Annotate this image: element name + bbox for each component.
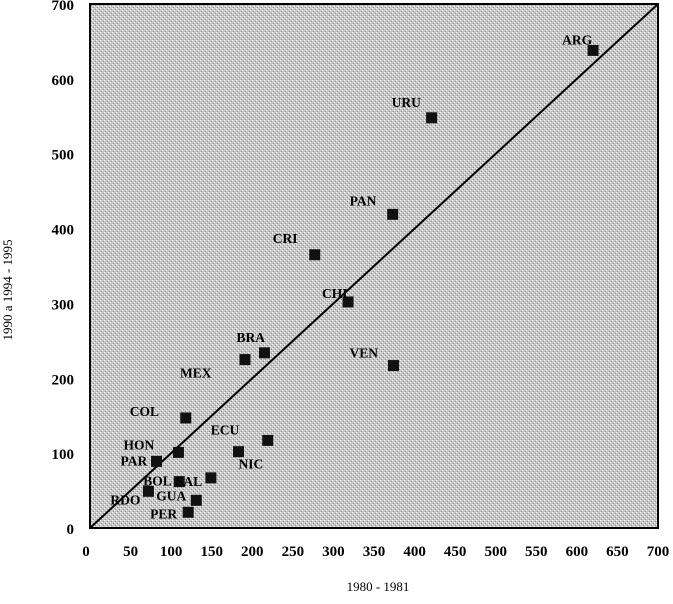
point-chi bbox=[342, 296, 354, 308]
x-tick-label: 100 bbox=[160, 544, 183, 560]
point-col bbox=[180, 412, 192, 424]
point-label-mex: MEX bbox=[180, 366, 212, 381]
x-tick-label: 600 bbox=[566, 544, 589, 560]
point-label-chi: CHI bbox=[322, 286, 348, 301]
plot-frame bbox=[89, 3, 659, 529]
y-tick-label: 0 bbox=[67, 522, 75, 538]
point-label-ven: VEN bbox=[349, 346, 378, 361]
point-label-bol: BOL bbox=[143, 474, 172, 489]
y-tick-label: 500 bbox=[52, 148, 75, 164]
x-tick-label: 500 bbox=[484, 544, 507, 560]
x-tick-label: 300 bbox=[322, 544, 345, 560]
point-ecu bbox=[262, 434, 274, 446]
point-label-pan: PAN bbox=[350, 193, 377, 208]
point-cri bbox=[309, 249, 321, 261]
point-label-ecu: ECU bbox=[211, 422, 240, 437]
x-tick-label: 450 bbox=[444, 544, 467, 560]
point-uru bbox=[426, 112, 438, 124]
x-axis-ticks: 0 50 100 150 200 250 300 350 400 450 500 550 600 650 7… bbox=[82, 544, 669, 560]
point-nic bbox=[232, 446, 244, 458]
point-label-cri: CRI bbox=[273, 231, 298, 246]
y-tick-label: 400 bbox=[52, 223, 75, 239]
point-label-per: PER bbox=[150, 506, 177, 521]
reference-line-layer bbox=[89, 3, 659, 529]
point-bol bbox=[173, 476, 185, 488]
x-tick-label: 150 bbox=[200, 544, 223, 560]
x-axis-title: 1980 - 1981 bbox=[347, 579, 410, 594]
point-per bbox=[182, 506, 194, 518]
point-sal bbox=[205, 472, 217, 484]
y-tick-label: 200 bbox=[52, 372, 75, 388]
y-tick-label: 100 bbox=[52, 447, 75, 463]
point-label-rdo: RDO bbox=[110, 492, 140, 507]
y-axis-title: 1990 a 1994 - 1995 bbox=[0, 239, 15, 340]
point-par bbox=[151, 455, 163, 467]
x-tick-label: 250 bbox=[282, 544, 305, 560]
point-label-uru: URU bbox=[392, 95, 421, 110]
point-hon bbox=[172, 446, 184, 458]
y-axis-ticks: 0 100 200 300 400 500 600 700 bbox=[52, 0, 75, 538]
point-label-col: COL bbox=[130, 404, 159, 419]
x-tick-label: 350 bbox=[363, 544, 386, 560]
point-arg bbox=[587, 44, 599, 56]
point-label-gua: GUA bbox=[156, 488, 186, 503]
point-label-par: PAR bbox=[121, 453, 148, 468]
point-bra bbox=[258, 347, 270, 359]
x-tick-label: 650 bbox=[606, 544, 629, 560]
x-tick-label: 50 bbox=[123, 544, 138, 560]
x-tick-label: 400 bbox=[403, 544, 426, 560]
point-ven bbox=[387, 360, 399, 372]
y-tick-label: 600 bbox=[52, 73, 75, 89]
point-label-arg: ARG bbox=[562, 32, 592, 47]
point-rdo bbox=[142, 485, 154, 497]
x-tick-label: 0 bbox=[82, 544, 90, 560]
identity-line bbox=[89, 3, 659, 529]
x-tick-label: 550 bbox=[525, 544, 548, 560]
point-mex bbox=[239, 354, 251, 366]
point-gua bbox=[190, 494, 202, 506]
y-tick-label: 700 bbox=[52, 0, 75, 14]
point-label-nic: NIC bbox=[238, 457, 263, 472]
x-tick-label: 700 bbox=[647, 544, 670, 560]
point-pan bbox=[387, 208, 399, 220]
y-tick-label: 300 bbox=[52, 297, 75, 313]
point-label-bra: BRA bbox=[236, 330, 265, 345]
x-tick-label: 200 bbox=[241, 544, 264, 560]
point-label-sal: SAL bbox=[176, 474, 202, 489]
point-label-hon: HON bbox=[123, 437, 154, 452]
